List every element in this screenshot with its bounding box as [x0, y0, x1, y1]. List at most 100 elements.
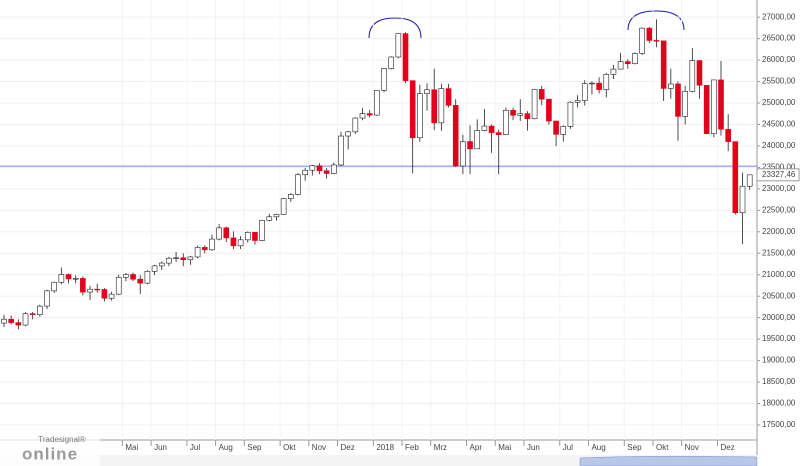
- candle-body: [682, 91, 688, 117]
- candle-body: [481, 125, 488, 131]
- x-tick-label: Okt: [656, 443, 669, 452]
- candle-body: [452, 105, 459, 167]
- x-tick-label: Sep: [247, 443, 262, 452]
- candle-body: [402, 33, 409, 81]
- candle-body: [115, 276, 122, 295]
- candle-body: [517, 113, 524, 116]
- x-tick-label: Jun: [527, 443, 540, 452]
- candle-body: [316, 165, 323, 172]
- y-tick-label: 27000,00: [762, 12, 796, 21]
- y-tick-label: 20000,00: [762, 313, 796, 322]
- candle-body: [725, 128, 731, 142]
- candle-body: [739, 185, 746, 214]
- candle-body: [80, 278, 86, 293]
- candle-body: [689, 60, 696, 92]
- candle-body: [209, 238, 215, 251]
- x-tick-label: Mrz: [434, 443, 447, 452]
- y-tick-label: 26500,00: [762, 34, 796, 43]
- logo-name: online: [22, 444, 78, 463]
- y-tick-label: 23500,00: [762, 163, 796, 172]
- y-tick-label: 24000,00: [762, 141, 796, 150]
- candle-body: [158, 262, 165, 267]
- candle-body: [703, 84, 710, 134]
- candle-body: [359, 113, 366, 119]
- x-tick-label: Jul: [190, 443, 200, 452]
- candle-body: [438, 88, 445, 124]
- candle-body: [345, 131, 351, 137]
- candle-body: [259, 220, 265, 241]
- candle-body: [72, 278, 79, 280]
- candle-body: [560, 126, 567, 135]
- candle-body: [374, 90, 380, 116]
- y-tick-label: 22500,00: [762, 205, 796, 214]
- candle-body: [531, 89, 538, 119]
- candle-body: [538, 89, 545, 100]
- candle-body: [280, 198, 287, 215]
- logo-backdrop: [0, 432, 100, 466]
- x-tick-label: Sep: [627, 443, 642, 452]
- candle-body: [488, 125, 495, 133]
- logo-brand: Tradesignal®: [38, 435, 86, 444]
- candle-body: [417, 93, 423, 139]
- candle-body: [252, 232, 258, 241]
- candle-body: [87, 288, 93, 293]
- candle-body: [194, 247, 201, 258]
- candle-body: [180, 257, 187, 261]
- y-tick-label: 21000,00: [762, 270, 796, 279]
- candle-body: [524, 113, 531, 119]
- y-tick-label: 25500,00: [762, 77, 796, 86]
- candle-body: [338, 135, 344, 166]
- candle-body: [8, 318, 14, 323]
- candle-body: [567, 101, 574, 127]
- candle-body: [424, 89, 430, 94]
- candle-body: [624, 61, 631, 64]
- x-tick-label: Nov: [685, 443, 699, 452]
- x-tick-label: Apr: [470, 443, 483, 452]
- candle-body: [244, 232, 251, 241]
- candle-body: [101, 289, 108, 299]
- candle-body: [474, 130, 481, 150]
- x-tick-label: Nov: [312, 443, 326, 452]
- candle-body: [173, 257, 179, 259]
- candle-body: [718, 79, 724, 130]
- navigator: [0, 455, 757, 466]
- x-tick-label: Aug: [591, 443, 605, 452]
- candle-body: [610, 68, 617, 75]
- candle-body: [22, 313, 29, 326]
- candle-body: [746, 174, 753, 187]
- y-tick-label: 20500,00: [762, 291, 796, 300]
- y-tick-label: 21500,00: [762, 248, 796, 257]
- candle-body: [144, 270, 151, 284]
- y-tick-label: 19500,00: [762, 334, 796, 343]
- candle-body: [581, 83, 588, 101]
- x-tick-label: Feb: [405, 443, 419, 452]
- last-price-box: [756, 168, 800, 182]
- candle-body: [130, 274, 136, 280]
- candle-body: [503, 109, 509, 135]
- candle-body: [15, 322, 22, 326]
- candle-body: [366, 113, 373, 116]
- candle-body: [58, 274, 65, 283]
- candle-body: [108, 293, 115, 299]
- candle-body: [287, 194, 294, 199]
- candle-body: [123, 274, 129, 278]
- candle-body: [44, 290, 50, 307]
- y-tick-label: 17500,00: [762, 420, 796, 429]
- candle-body: [29, 313, 36, 315]
- x-tick-label: Aug: [219, 443, 233, 452]
- x-tick-label: Dez: [340, 443, 354, 452]
- candle-body: [323, 170, 330, 174]
- candle-body: [137, 278, 144, 284]
- y-tick-label: 24500,00: [762, 120, 796, 129]
- candle-body: [201, 247, 208, 251]
- candle-body: [696, 60, 703, 86]
- navigator-window: [579, 455, 758, 466]
- candle-body: [660, 40, 667, 89]
- candle-body: [266, 216, 273, 221]
- candle-body: [495, 132, 502, 135]
- x-tick-label: Mai: [498, 443, 511, 452]
- x-tick-label: Dez: [721, 443, 735, 452]
- annotation-arc: [368, 17, 422, 39]
- candle-body: [295, 174, 301, 195]
- candle-body: [668, 83, 674, 89]
